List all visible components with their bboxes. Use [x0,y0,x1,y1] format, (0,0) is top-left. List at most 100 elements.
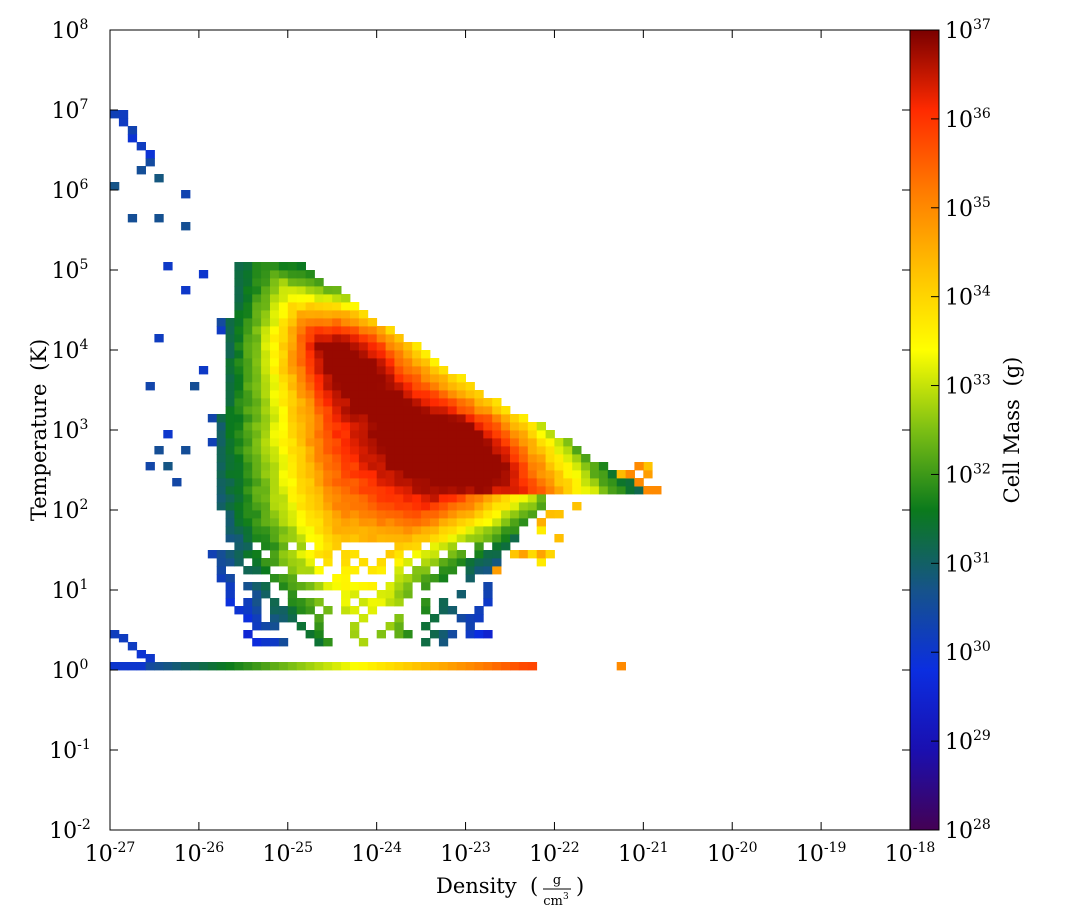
heatmap-cell [234,334,244,343]
heatmap-cell [465,518,475,527]
heatmap-cell [261,566,271,575]
heatmap-cell [385,534,395,543]
heatmap-cell [385,486,395,495]
heatmap-cell [216,462,226,471]
heatmap-cell [492,430,502,439]
heatmap-cell [421,574,431,583]
heatmap-cell [341,470,351,479]
x-tick-label: 10-24 [351,840,402,867]
heatmap-cell [350,606,360,615]
heatmap-cell [296,542,306,551]
heatmap-cell [412,502,422,511]
heatmap-cell [501,518,511,527]
heatmap-cell [483,422,493,431]
heatmap-cell [225,430,235,439]
heatmap-cell [261,462,271,471]
heatmap-cell [225,534,235,543]
heatmap-cell [261,262,271,271]
heatmap-cell [421,550,431,559]
heatmap-cell [474,566,484,575]
heatmap-cell [314,294,324,303]
heatmap-cell [305,406,315,415]
heatmap-cell [376,590,386,599]
heatmap-cell [243,294,253,303]
heatmap-cell [536,518,546,527]
heatmap-cell [198,366,209,375]
heatmap-cell [501,534,511,543]
heatmap-cell [421,606,431,615]
heatmap-cell [163,262,173,271]
heatmap-cell [447,430,458,439]
heatmap-cell [421,598,431,607]
heatmap-cell [314,430,324,439]
heatmap-cell [412,478,422,487]
heatmap-cell [501,438,511,447]
heatmap-cell [243,438,253,447]
heatmap-cell [403,390,413,399]
heatmap-cell [536,446,546,455]
heatmap-cell [385,526,395,535]
heatmap-cell [456,446,466,455]
heatmap-cell [145,382,155,391]
heatmap-cell [447,446,458,455]
heatmap-cell-floor [243,662,253,671]
heatmap-cell [341,558,351,567]
heatmap-cell [572,446,582,455]
heatmap-cell [305,534,315,543]
heatmap-cell [216,318,226,327]
heatmap-cell [332,310,342,319]
heatmap-cell [332,526,342,535]
heatmap-cell-floor [278,662,289,671]
heatmap-cell [350,382,360,391]
heatmap-cell [332,358,342,367]
heatmap-cell [296,622,306,631]
heatmap-cell [492,478,502,487]
heatmap-cell [438,446,449,455]
heatmap-cell [234,262,244,271]
heatmap-cell [625,486,635,495]
heatmap-cell [225,598,235,607]
heatmap-cell [474,486,484,495]
heatmap-cell [341,406,351,415]
heatmap-cell [492,398,502,407]
heatmap-cell [465,622,475,631]
heatmap-cell [358,486,369,495]
heatmap-cell [225,414,235,423]
heatmap-cell [314,614,324,623]
heatmap-cell [412,542,422,551]
heatmap-cell [483,510,493,519]
y-tick-label: 103 [52,417,89,444]
heatmap-cell [447,454,458,463]
heatmap-cell [261,518,271,527]
heatmap-cell [563,438,573,447]
heatmap-cell [367,382,378,391]
heatmap-cell [350,534,360,543]
heatmap-cell [270,430,280,439]
heatmap-cell [261,430,271,439]
heatmap-cell [518,502,529,511]
heatmap-cell [412,518,422,527]
heatmap-cell-floor [465,662,475,671]
heatmap-cell [314,542,324,551]
heatmap-cell [252,486,262,495]
heatmap-cell [456,478,466,487]
heatmap-cell [252,398,262,407]
heatmap-cell [536,558,546,567]
svg-text:(: ( [530,874,538,898]
heatmap-cell [261,494,271,503]
heatmap-cell [332,534,342,543]
heatmap-cell [492,438,502,447]
heatmap-cell [252,310,262,319]
colorbar-tick-label: 1037 [945,17,991,44]
heatmap-cell [243,326,253,335]
heatmap-cell [252,638,262,647]
heatmap-cell [287,582,298,591]
heatmap-cell [323,294,333,303]
heatmap-cell [412,382,422,391]
heatmap-cell-floor [172,662,182,671]
heatmap-cell [430,558,440,567]
heatmap-cell [421,502,431,511]
heatmap-cell [252,406,262,415]
heatmap-cell [341,446,351,455]
heatmap-cell [252,582,262,591]
